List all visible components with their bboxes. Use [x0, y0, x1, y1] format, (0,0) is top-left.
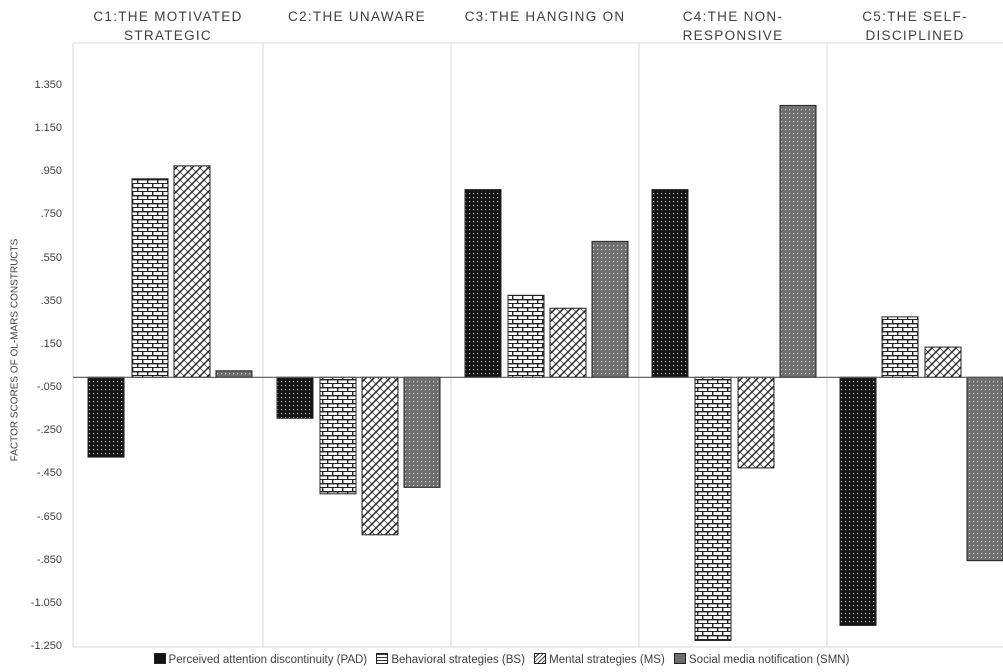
- y-tick-label: -1.050: [30, 596, 62, 609]
- bar-smn-c2: [403, 376, 441, 488]
- y-tick-label: .750: [40, 208, 62, 221]
- legend-item-smn: Social media notification (SMN): [674, 653, 849, 666]
- category-label-line: STRATEGIC: [124, 28, 212, 43]
- bar-smn-c1: [215, 370, 253, 378]
- y-axis-label: FACTOR SCORES OF OL-MARS CONSTRUCTS: [9, 238, 21, 462]
- bar-ms-c1: [173, 165, 211, 378]
- category-label-line: C5:THE SELF-: [862, 9, 968, 24]
- legend-swatch-pad: [153, 653, 166, 664]
- bar-smn-c5: [966, 376, 1003, 562]
- y-tick-label: 1.150: [34, 122, 62, 135]
- y-tick-label: .950: [40, 165, 62, 178]
- legend-item-pad: Perceived attention discontinuity (PAD): [153, 653, 368, 666]
- bar-bs-c2: [319, 376, 357, 495]
- category-label-line: C1:THE MOTIVATED: [93, 9, 243, 24]
- bar-bs-c1: [131, 178, 169, 378]
- bar-bs-c3: [507, 294, 545, 378]
- y-tick-label: -.250: [36, 424, 62, 437]
- y-tick-label: -.450: [36, 467, 62, 480]
- bar-ms-c2: [361, 376, 399, 536]
- category-label-line: C3:THE HANGING ON: [464, 9, 626, 24]
- y-tick-label: .350: [40, 294, 62, 307]
- bar-smn-c4: [779, 104, 817, 378]
- bar-pad-c3: [464, 189, 502, 378]
- bar-pad-c5: [839, 376, 877, 626]
- category-label-line: RESPONSIVE: [682, 28, 784, 43]
- legend: Perceived attention discontinuity (PAD) …: [0, 653, 1003, 666]
- bar-pad-c2: [276, 376, 314, 419]
- y-tick-label: .550: [40, 251, 62, 264]
- legend-swatch-ms: [534, 653, 547, 664]
- category-label-line: C2:THE UNAWARE: [288, 9, 426, 24]
- y-tick-label: -.650: [36, 510, 62, 523]
- y-tick-label: -.850: [36, 553, 62, 566]
- legend-label-pad: Perceived attention discontinuity (PAD): [168, 654, 368, 666]
- legend-swatch-bs: [376, 653, 389, 664]
- legend-item-bs: Behavioral strategies (BS): [376, 653, 525, 666]
- category-label-c1: C1:THE MOTIVATED STRATEGIC: [73, 7, 263, 45]
- bar-pad-c4: [651, 189, 689, 378]
- y-tick-label: .150: [40, 337, 62, 350]
- bar-pad-c1: [87, 376, 125, 458]
- bar-bs-c5: [881, 316, 919, 378]
- bar-ms-c5: [924, 346, 962, 378]
- legend-swatch-smn: [674, 653, 687, 664]
- bar-ms-c3: [549, 307, 587, 378]
- y-tick-label: 1.350: [34, 79, 62, 91]
- category-label-c5: C5:THE SELF- DISCIPLINED: [827, 7, 1003, 45]
- legend-item-ms: Mental strategies (MS): [534, 653, 665, 666]
- bar-bs-c4: [694, 376, 732, 642]
- bars-layer: [87, 104, 1003, 642]
- bar-ms-c4: [737, 376, 775, 469]
- grid-lines: [72, 42, 1003, 648]
- category-label-line: C4:THE NON-: [682, 9, 784, 24]
- category-label-line: DISCIPLINED: [865, 28, 965, 43]
- bar-smn-c3: [591, 240, 629, 378]
- y-tick-label: -1.250: [30, 640, 62, 652]
- category-label-c3: C3:THE HANGING ON: [451, 7, 639, 26]
- category-label-c4: C4:THE NON- RESPONSIVE: [639, 7, 827, 45]
- y-tick-label: -.050: [36, 381, 62, 394]
- legend-label-ms: Mental strategies (MS): [549, 654, 665, 666]
- legend-label-smn: Social media notification (SMN): [689, 654, 850, 666]
- category-label-c2: C2:THE UNAWARE: [263, 7, 451, 26]
- legend-label-bs: Behavioral strategies (BS): [391, 654, 525, 666]
